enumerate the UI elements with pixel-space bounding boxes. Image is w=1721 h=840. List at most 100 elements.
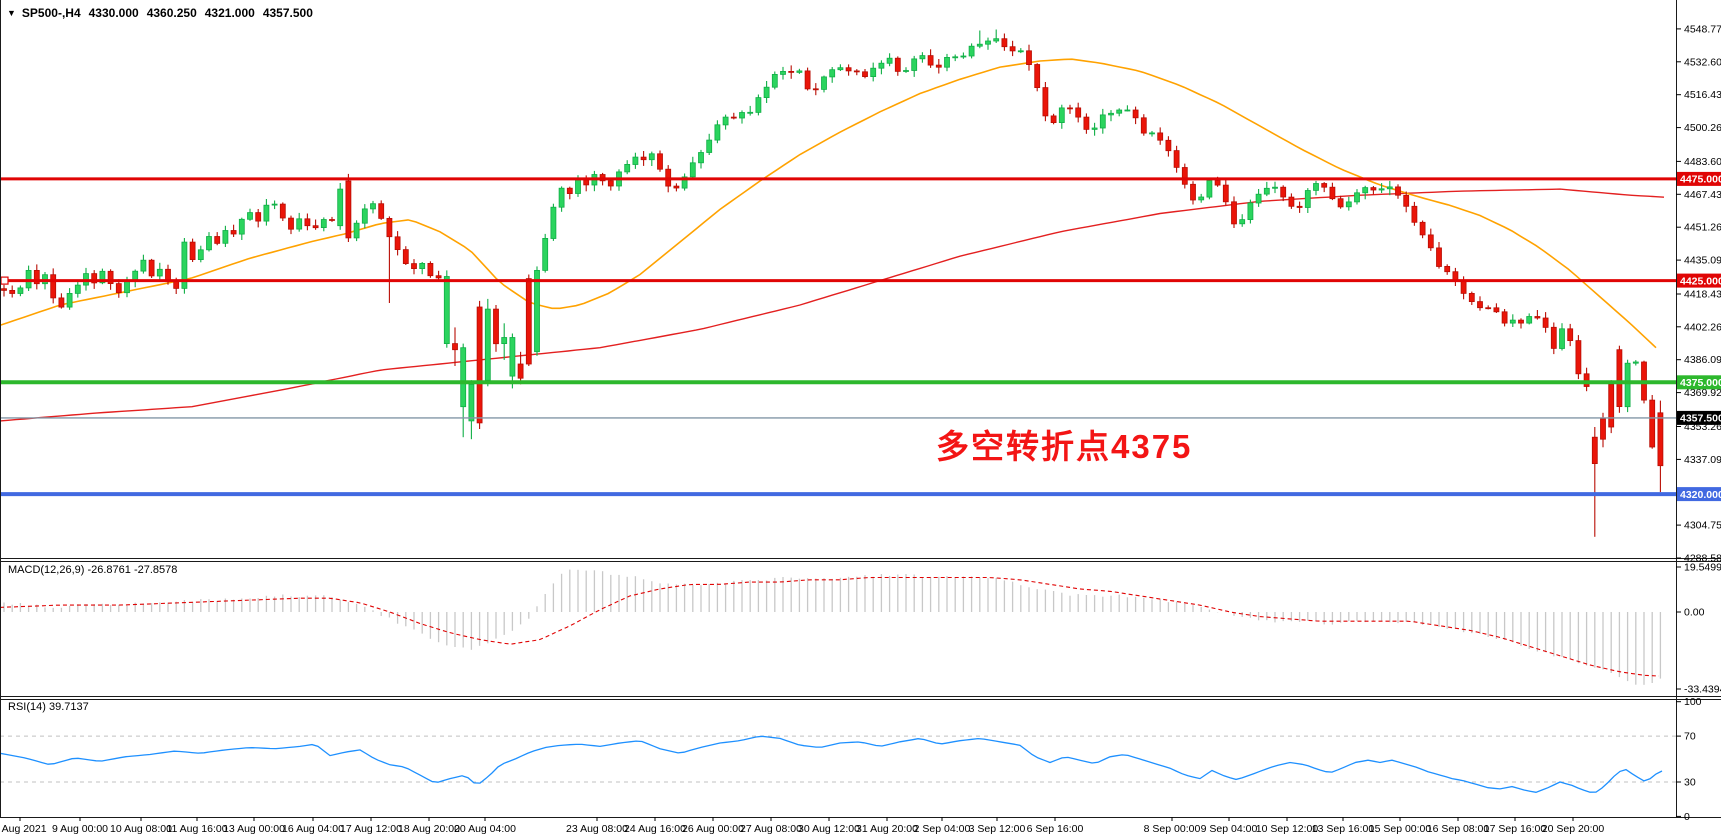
price-axis[interactable]: 4548.770 4532.600 4516.430 4500.260 4483.600… xyxy=(1676,23,1721,823)
candle xyxy=(1198,196,1205,201)
candle xyxy=(747,111,754,114)
candle xyxy=(739,112,745,119)
candle xyxy=(238,218,245,235)
candle xyxy=(345,180,352,239)
candle xyxy=(1616,349,1623,408)
candle xyxy=(1247,202,1254,220)
candle xyxy=(1575,340,1582,375)
rsi-tick-label: 30 xyxy=(1684,777,1696,789)
price-tick-label: 4369.920 xyxy=(1684,387,1721,399)
candle xyxy=(312,225,319,229)
candle xyxy=(1329,186,1336,200)
date-label: 17 Sep 16:00 xyxy=(1484,823,1547,835)
candle xyxy=(903,70,909,72)
ma-fast-line xyxy=(0,58,1657,349)
candle xyxy=(607,180,614,187)
date-label: 13 Sep 16:00 xyxy=(1312,823,1375,835)
price-tick-label: 4451.260 xyxy=(1684,222,1721,234)
candle xyxy=(1181,167,1188,185)
candle xyxy=(1190,183,1196,201)
ma-slow-line xyxy=(0,188,1665,422)
candle xyxy=(1222,184,1229,203)
date-label: 2 Sep 04:00 xyxy=(914,823,971,835)
candle xyxy=(1649,399,1656,448)
candle xyxy=(17,287,24,294)
candle xyxy=(1280,186,1287,198)
candle xyxy=(9,289,16,294)
high-value: 4360.250 xyxy=(146,6,197,20)
candle xyxy=(1600,418,1606,440)
candle xyxy=(124,280,130,294)
candle xyxy=(1313,183,1319,191)
candle xyxy=(706,139,713,153)
candle xyxy=(566,187,573,194)
rsi-tick-label: 70 xyxy=(1684,731,1696,743)
candle xyxy=(99,270,106,284)
candle xyxy=(411,263,417,270)
candle xyxy=(804,70,811,90)
date-label: 15 Sep 00:00 xyxy=(1369,823,1432,835)
candle xyxy=(107,270,114,284)
candle xyxy=(1321,183,1328,188)
symbol-period-label: SP500-,H4 xyxy=(21,6,81,20)
candle xyxy=(1345,201,1352,208)
candle xyxy=(58,297,65,308)
candle xyxy=(1239,219,1246,225)
candle xyxy=(689,162,696,178)
level-line-handle[interactable] xyxy=(0,276,9,285)
candle xyxy=(66,292,73,308)
candle xyxy=(501,337,508,344)
candle xyxy=(33,269,40,285)
chart-title: ▼ SP500-,H4 4330.000 4360.250 4321.000 4… xyxy=(7,6,313,20)
candle xyxy=(1444,265,1451,273)
date-label: 16 Sep 08:00 xyxy=(1427,823,1490,835)
candle xyxy=(1436,247,1442,267)
close-value: 4357.500 xyxy=(262,6,313,20)
candle xyxy=(288,217,294,230)
candle xyxy=(452,343,458,351)
candle xyxy=(1116,109,1123,114)
candle xyxy=(1427,234,1434,249)
candle xyxy=(525,278,532,365)
rsi-tick-label: 100 xyxy=(1684,696,1702,708)
candle xyxy=(1058,107,1065,124)
candle xyxy=(214,236,221,244)
candle xyxy=(255,212,262,222)
candle xyxy=(1206,180,1213,198)
candle xyxy=(730,116,737,119)
candle xyxy=(296,218,303,230)
price-badge xyxy=(1677,375,1721,390)
low-value: 4321.000 xyxy=(204,6,255,20)
candle xyxy=(361,208,368,224)
candle xyxy=(1386,186,1393,190)
candle xyxy=(878,62,885,69)
candle xyxy=(427,262,434,277)
candle xyxy=(911,58,918,71)
price-tick-label: 4548.770 xyxy=(1684,23,1721,35)
candle xyxy=(673,185,680,189)
candle xyxy=(1468,292,1475,302)
rsi-indicator-label: RSI(14) 39.7137 xyxy=(8,701,89,713)
candle xyxy=(74,284,81,294)
candle xyxy=(197,249,204,261)
candle xyxy=(542,237,549,271)
candle xyxy=(1550,326,1557,349)
symbol-dropdown-icon[interactable]: ▼ xyxy=(7,7,16,18)
candle xyxy=(870,67,877,77)
candle xyxy=(657,153,663,170)
candle xyxy=(1493,307,1500,313)
price-tick-label: 4516.430 xyxy=(1684,89,1721,101)
candle xyxy=(1632,361,1639,364)
candle xyxy=(952,56,959,59)
date-label: 3 Sep 12:00 xyxy=(969,823,1026,835)
candle xyxy=(640,156,647,161)
candle xyxy=(206,236,212,251)
candle xyxy=(1263,187,1270,195)
candle xyxy=(714,124,721,141)
candle xyxy=(91,273,98,284)
candle xyxy=(1583,373,1590,387)
annotation-text[interactable]: 多空转折点4375 xyxy=(936,428,1193,465)
price-tick-label: 4483.600 xyxy=(1684,156,1721,168)
